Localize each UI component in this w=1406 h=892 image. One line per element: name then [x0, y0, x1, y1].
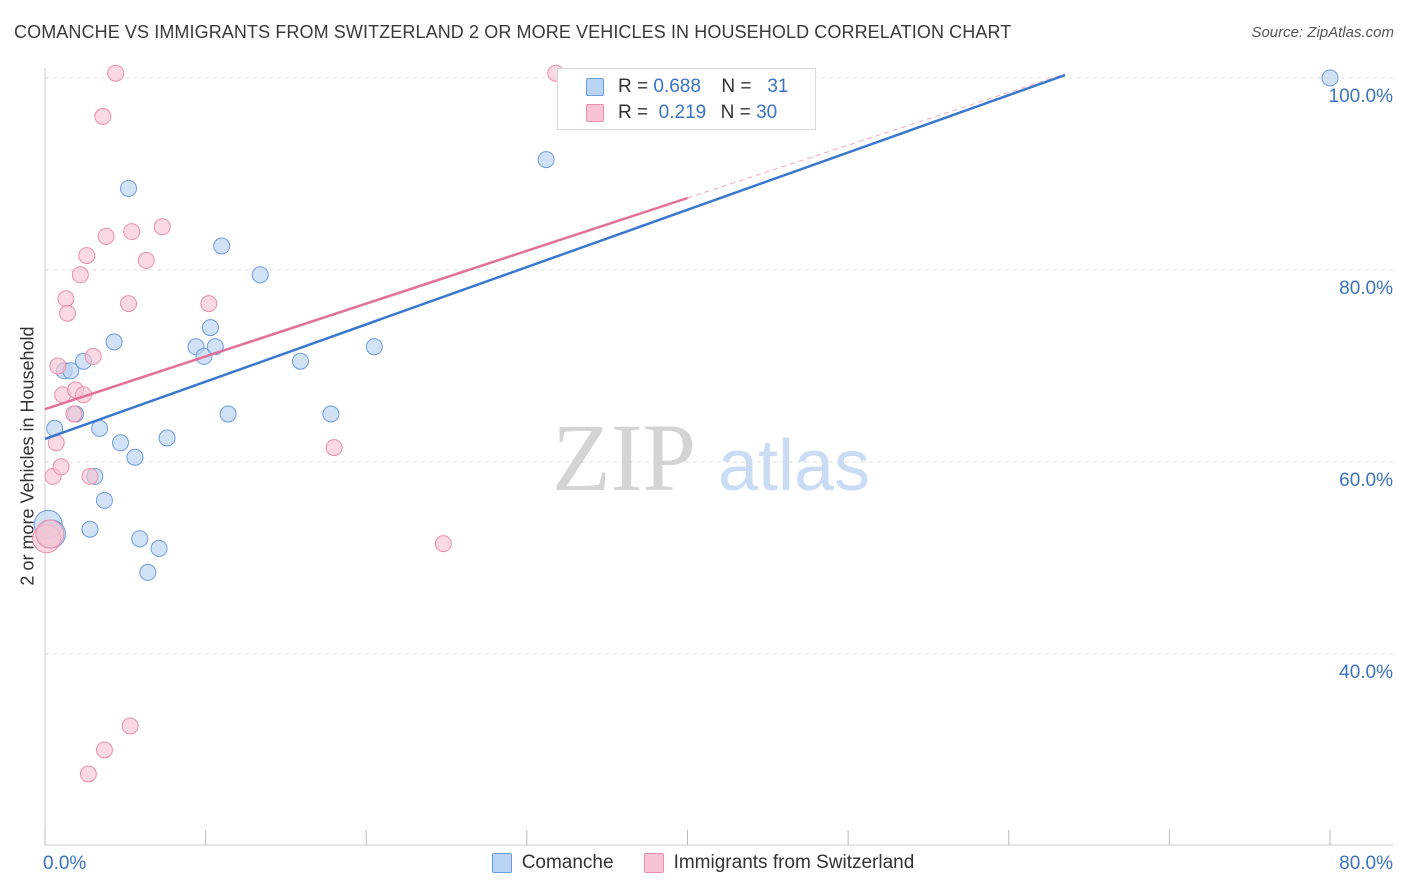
- swiss-point: [200, 295, 218, 313]
- swiss-trend-line: [44, 196, 688, 411]
- swiss-point: [78, 247, 96, 265]
- comanche-point: [213, 237, 231, 255]
- comanche-point: [537, 151, 555, 169]
- swiss-point: [49, 357, 67, 375]
- swiss-swatch: [643, 853, 664, 873]
- n-value: 31: [767, 76, 789, 97]
- swiss-point: [79, 765, 97, 783]
- swiss-point: [35, 519, 65, 549]
- swiss-point: [123, 223, 141, 241]
- y-tick-label: 100.0%: [1329, 86, 1394, 107]
- chart-source: Source: ZipAtlas.com: [1251, 24, 1394, 41]
- axes: [44, 68, 1393, 846]
- legend-item-comanche[interactable]: Comanche: [491, 852, 614, 874]
- r-value: 0.219: [658, 102, 707, 123]
- comanche-point: [365, 338, 383, 356]
- watermark-atlas: atlas: [718, 426, 870, 506]
- swiss-point: [95, 741, 113, 759]
- comanche-trend-line: [44, 73, 1066, 441]
- comanche-swatch: [491, 853, 512, 873]
- y-tick-label: 60.0%: [1339, 470, 1393, 491]
- r-label: R =: [618, 102, 649, 123]
- swiss-point: [107, 64, 125, 82]
- comanche-point: [111, 434, 129, 452]
- swiss-point: [325, 439, 343, 457]
- y-tick-label: 40.0%: [1339, 662, 1393, 683]
- chart-title: COMANCHE VS IMMIGRANTS FROM SWITZERLAND …: [14, 22, 1012, 42]
- legend-item-swiss[interactable]: Immigrants from Switzerland: [643, 852, 915, 874]
- comanche-swatch: [586, 78, 604, 96]
- series-legend: Comanche Immigrants from Switzerland: [0, 852, 1406, 874]
- trend-lines: [44, 73, 1066, 441]
- swiss-point: [58, 304, 76, 322]
- comanche-point: [251, 266, 269, 284]
- comanche-point: [150, 539, 168, 557]
- comanche-point: [291, 352, 309, 370]
- comanche-point: [1321, 69, 1339, 87]
- swiss-point: [120, 295, 138, 313]
- swiss-point: [52, 458, 70, 476]
- swiss-point: [97, 227, 115, 245]
- x-tick-label: 80.0%: [1339, 853, 1393, 874]
- swiss-point: [94, 107, 112, 125]
- comanche-point: [139, 563, 157, 581]
- n-label: N =: [720, 102, 751, 123]
- stats-legend-row-comanche: R = 0.688 N = 31: [586, 75, 788, 99]
- comanche-point: [105, 333, 123, 351]
- swiss-trend-extension: [687, 73, 1066, 199]
- r-value: 0.688: [653, 76, 701, 97]
- swiss-point: [121, 717, 139, 735]
- comanche-point: [201, 319, 219, 337]
- n-label: N =: [721, 76, 752, 97]
- y-tick-label: 80.0%: [1339, 278, 1393, 299]
- comanche-point: [219, 405, 237, 423]
- comanche-point: [126, 448, 144, 466]
- legend-label-swiss: Immigrants from Switzerland: [673, 852, 915, 873]
- stats-legend-row-swiss: R = 0.219 N = 30: [586, 101, 777, 125]
- swiss-point: [57, 290, 75, 308]
- stats-legend: R = 0.688 N = 31 R = 0.219 N = 30: [557, 68, 816, 130]
- r-label: R =: [618, 76, 649, 97]
- swiss-swatch: [586, 104, 604, 122]
- swiss-point: [81, 467, 99, 485]
- x-tick-label: 0.0%: [43, 853, 86, 874]
- swiss-point: [84, 347, 102, 365]
- comanche-point: [158, 429, 176, 447]
- comanche-point: [131, 530, 149, 548]
- n-value: 30: [756, 102, 778, 123]
- swiss-point: [153, 218, 171, 236]
- swiss-point: [137, 251, 155, 269]
- legend-label-comanche: Comanche: [521, 852, 614, 873]
- tick-labels: 40.0% 60.0% 80.0% 100.0% 0.0% 80.0%: [43, 86, 1393, 874]
- swiss-point: [71, 266, 89, 284]
- swiss-point: [65, 405, 83, 423]
- comanche-point: [120, 179, 138, 197]
- comanche-point: [81, 520, 99, 538]
- grid-lines: [45, 77, 1393, 655]
- swiss-point: [434, 535, 452, 553]
- comanche-point: [95, 491, 113, 509]
- watermark-zip: ZIP: [552, 404, 696, 511]
- comanche-point: [322, 405, 340, 423]
